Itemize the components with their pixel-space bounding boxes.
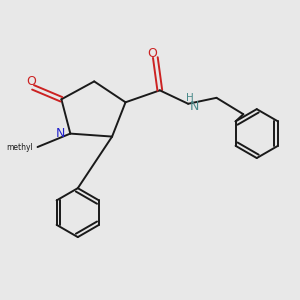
Text: H: H (186, 93, 194, 103)
Text: methyl: methyl (6, 142, 33, 152)
Text: O: O (27, 75, 37, 88)
Text: N: N (56, 127, 65, 140)
Text: N: N (190, 100, 199, 113)
Text: O: O (147, 46, 157, 60)
